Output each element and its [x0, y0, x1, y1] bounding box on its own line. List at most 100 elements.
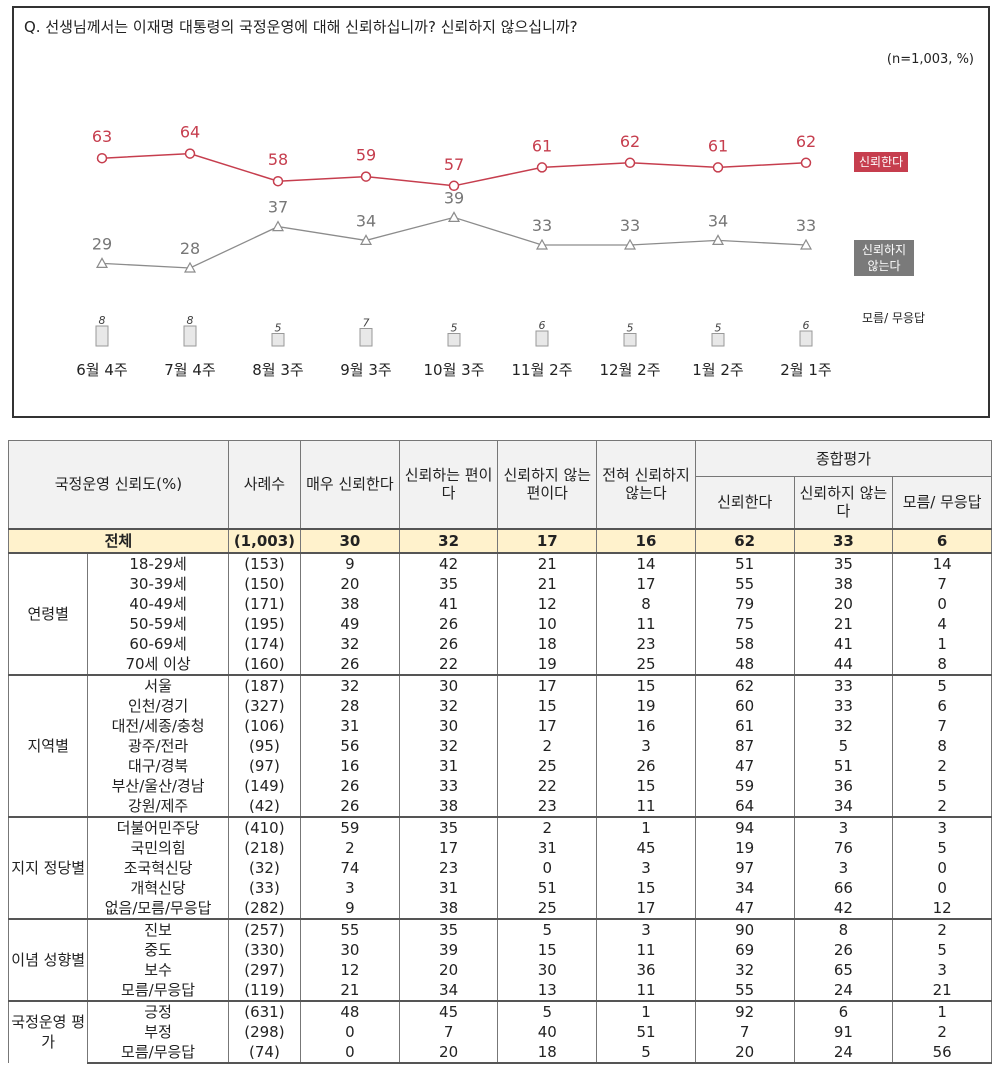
- header-distrust: 신뢰하지 않는다: [793, 476, 894, 529]
- distrust-point: [711, 234, 725, 245]
- table-row: 40-49세 (171) 38 41 12 8 79 20 0: [9, 593, 992, 614]
- cell-value: 28: [300, 695, 400, 716]
- cell-value: 94: [694, 815, 795, 838]
- cell-value: 5: [793, 735, 894, 756]
- trust-point: [360, 171, 372, 182]
- cell-value: 3: [793, 857, 894, 878]
- cell-value: 44: [793, 653, 894, 675]
- row-label: 40-49세: [87, 593, 229, 614]
- group-label: 이념 성향별: [7, 917, 89, 1001]
- trust-label: 63: [92, 127, 112, 146]
- row-n: (153): [227, 551, 302, 574]
- header-n: 사례수: [227, 440, 302, 529]
- table-row: 부산/울산/경남 (149) 26 33 22 15 59 36 5: [9, 775, 992, 796]
- cell-value: 0: [892, 593, 992, 614]
- header-very-trust: 매우 신뢰한다: [300, 440, 400, 529]
- cell-value: 0: [300, 1041, 400, 1064]
- distrust-point: [799, 238, 813, 250]
- cell-value: 5: [892, 775, 992, 796]
- cell-value: 91: [793, 1021, 894, 1042]
- cell-value: 5: [596, 1041, 696, 1064]
- row-label: 부정: [87, 1021, 229, 1042]
- cell-value: 7: [398, 1021, 499, 1042]
- cell-value: 12: [892, 897, 992, 919]
- unknown-label: 5: [275, 322, 282, 335]
- trust-label: 62: [796, 132, 816, 151]
- cell-value: 41: [793, 633, 894, 654]
- unknown-bar: [359, 328, 373, 347]
- cell-value: 76: [793, 837, 894, 858]
- cell-value: 21: [300, 979, 400, 1001]
- cell-value: 18: [497, 1041, 598, 1064]
- row-n: (410): [227, 815, 302, 838]
- cell-value: 21: [497, 573, 598, 594]
- row-label: 더불어민주당: [87, 815, 229, 838]
- row-label: 없음/모름/무응답: [87, 897, 229, 919]
- cell-value: 20: [793, 593, 894, 614]
- table-row: 연령별 18-29세 (153) 9 42 21 14 51 35 14: [7, 551, 992, 675]
- cell-value: 21: [793, 613, 894, 634]
- cell-value: 51: [694, 551, 795, 574]
- trust-point: [536, 162, 548, 173]
- cell-value: 60: [694, 695, 795, 716]
- row-label: 대전/세종/충청: [87, 715, 229, 736]
- cell-value: 26: [398, 613, 499, 634]
- row-label: 30-39세: [87, 573, 229, 594]
- survey-question: Q. 선생님께서는 이재명 대통령의 국정운영에 대해 신뢰하십니까? 신뢰하지…: [24, 18, 578, 36]
- cell-value: 66: [793, 877, 894, 898]
- unknown-label: 7: [363, 317, 370, 330]
- cell-value: 19: [497, 653, 598, 675]
- distrust-point: [359, 234, 373, 245]
- row-label: 국민의힘: [87, 837, 229, 858]
- row-label: 모름/무응답: [87, 1041, 229, 1064]
- cell-value: 48: [694, 653, 795, 675]
- cell-value: 30: [300, 939, 400, 960]
- cell-value: 8: [892, 653, 992, 675]
- cell-value: 39: [398, 939, 499, 960]
- row-label: 개혁신당: [87, 877, 229, 898]
- cell-value: 8: [596, 593, 696, 614]
- cell-value: 26: [398, 633, 499, 654]
- row-label: 60-69세: [87, 633, 229, 654]
- trust-point: [800, 157, 812, 169]
- cell-value: 22: [497, 775, 598, 796]
- cell-value: 16: [596, 527, 696, 554]
- row-label: 서울: [87, 673, 229, 696]
- row-n: (95): [227, 735, 302, 756]
- header-somewhat-distrust: 신뢰하지 않는 편이다: [497, 440, 598, 529]
- cell-value: 35: [398, 573, 499, 594]
- cell-value: 3: [596, 857, 696, 878]
- cell-value: 3: [892, 815, 992, 838]
- cell-value: 42: [398, 551, 499, 574]
- cell-value: 13: [497, 979, 598, 1001]
- header-not-at-all: 전혀 신뢰하지 않는다: [596, 440, 696, 529]
- x-tick-label: 9월 3주: [340, 361, 391, 379]
- cell-value: 87: [694, 735, 795, 756]
- x-tick-label: 1월 2주: [692, 361, 743, 379]
- cell-value: 40: [497, 1021, 598, 1042]
- table-row: 강원/제주 (42) 26 38 23 11 64 34 2: [9, 795, 992, 817]
- cell-value: 0: [892, 857, 992, 878]
- cell-value: 0: [892, 877, 992, 898]
- cell-value: 59: [300, 815, 400, 838]
- cell-value: 32: [398, 735, 499, 756]
- row-n: (33): [227, 877, 302, 898]
- row-n: (218): [227, 837, 302, 858]
- legend-trust: 신뢰한다: [854, 152, 909, 172]
- distrust-point: [183, 261, 197, 273]
- cell-value: 17: [596, 897, 696, 919]
- cell-value: 8: [793, 917, 894, 940]
- row-label: 18-29세: [87, 551, 229, 574]
- cell-value: 62: [694, 527, 795, 554]
- distrust-label: 33: [532, 216, 552, 235]
- table-row: 모름/무응답 (119) 21 34 13 11 55 24 21: [9, 979, 992, 1001]
- trust-point: [448, 180, 460, 192]
- row-n: (97): [227, 755, 302, 776]
- x-tick-label: 8월 3주: [252, 361, 303, 379]
- group-label: 연령별: [7, 551, 89, 675]
- distrust-label: 33: [620, 216, 640, 235]
- cell-value: 14: [892, 551, 992, 574]
- table-row: 부정 (298) 0 7 40 51 7 91 2: [9, 1021, 992, 1042]
- cell-value: 92: [694, 999, 795, 1022]
- unknown-bar: [447, 333, 461, 347]
